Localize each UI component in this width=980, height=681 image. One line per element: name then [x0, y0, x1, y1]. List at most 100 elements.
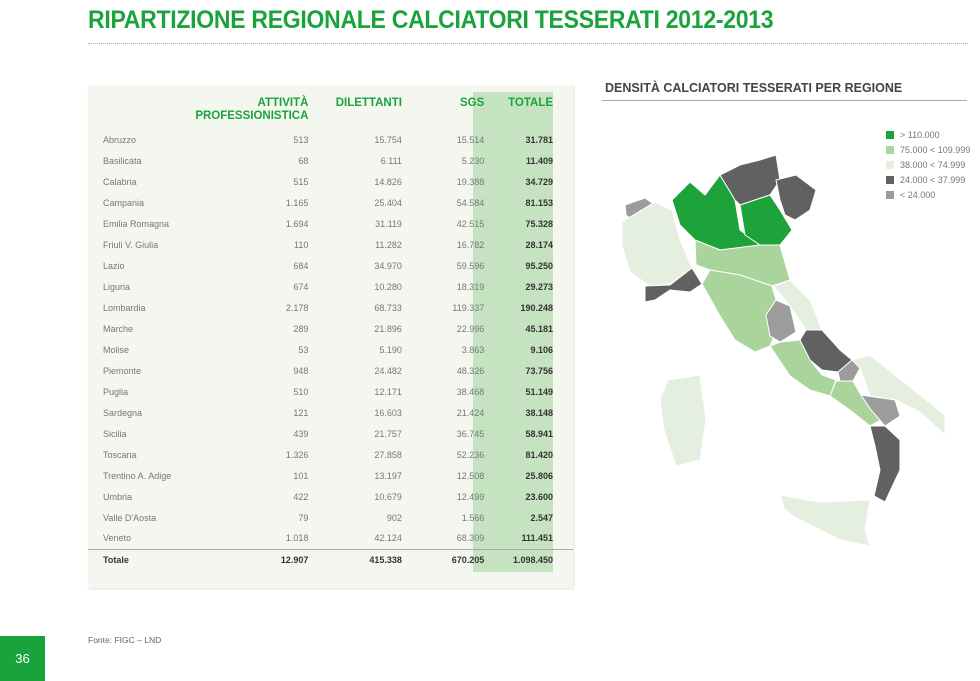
table-row: Trentino A. Adige 101 13.197 12.508 25.806 [88, 465, 573, 486]
region-name: Toscana [103, 449, 137, 460]
cell-value: 51.149 [525, 386, 553, 397]
legend-item: 24.000 < 37.999 [886, 172, 970, 187]
region-name: Friuli V. Giulia [103, 239, 159, 250]
cell-value: 38.148 [525, 407, 553, 418]
region-umbria [765, 299, 797, 343]
cell-value: 25.806 [525, 470, 553, 481]
region-name: Emilia Romagna [103, 218, 170, 229]
cell-value: 513 [293, 134, 309, 145]
region-name: Veneto [103, 533, 132, 544]
column-header: DILETTANTI [335, 97, 402, 109]
region-name: Molise [103, 344, 130, 355]
legend-swatch [886, 175, 894, 184]
legend-swatch [886, 160, 894, 169]
table-row: Liguria 674 10.280 18.319 29.273 [88, 276, 573, 297]
column-header: SGS [459, 97, 485, 109]
cell-value: 11.282 [375, 239, 402, 250]
legend-item: 38.000 < 74.999 [886, 157, 970, 172]
region-name: Trentino A. Adige [103, 470, 172, 481]
table-row: Sicilia 439 21.757 36.745 58.941 [88, 423, 573, 444]
cell-value: 11.409 [525, 155, 553, 166]
cell-value: 31.781 [525, 134, 553, 145]
cell-value: 19.388 [456, 176, 485, 187]
cell-value: 2.178 [285, 302, 309, 313]
region-basilicata [859, 394, 901, 427]
cell-value: 21.896 [374, 323, 402, 334]
table-row: Abruzzo 513 15.754 15.514 31.781 [88, 129, 573, 150]
cell-value: 81.153 [525, 197, 553, 208]
cell-value: 948 [293, 365, 309, 376]
cell-value: 59.596 [456, 260, 485, 271]
cell-value: 119.337 [452, 302, 485, 313]
cell-value: 422 [293, 491, 309, 502]
region-puglia [851, 354, 946, 437]
region-name: Marche [103, 323, 134, 334]
cell-value: 34.970 [374, 260, 402, 271]
region-trentino [719, 154, 781, 206]
cell-value: 415.338 [308, 548, 402, 571]
region-friuli [775, 174, 817, 221]
table-row: Emilia Romagna 1.694 31.119 42.515 75.328 [88, 213, 573, 234]
map-title: DENSITÀ CALCIATORI TESSERATI PER REGIONE [605, 81, 903, 95]
table-row: Calabria 515 14.826 19.388 34.729 [88, 171, 573, 192]
table-row: Toscana 1.326 27.858 52.236 81.420 [88, 444, 573, 465]
cell-value: 15.514 [456, 134, 485, 145]
region-name: Calabria [103, 176, 137, 187]
cell-value: 95.250 [525, 260, 553, 271]
cell-value: 24.482 [374, 365, 402, 376]
legend-swatch [886, 190, 894, 199]
cell-value: 14.826 [374, 176, 402, 187]
cell-value: 15.754 [374, 134, 402, 145]
data-table-panel: ATTIVITÀ PROFESSIONISTICA DILETTANTI SGS TO… [88, 85, 573, 588]
cell-value: 674 [293, 281, 309, 292]
legend-swatch [886, 145, 894, 154]
cell-value: 1.098.450 [484, 548, 573, 571]
cell-value: 28.174 [525, 239, 553, 250]
cell-value: 38.468 [456, 386, 485, 397]
table-row: Sardegna 121 16.603 21.424 38.148 [88, 402, 573, 423]
cell-value: 13.197 [374, 470, 402, 481]
cell-value: 23.600 [525, 491, 553, 502]
cell-value: 68 [298, 155, 309, 166]
cell-value: 34.729 [525, 176, 553, 187]
table-row: Lombardia 2.178 68.733 119.337 190.248 [88, 297, 573, 318]
cell-value: 45.181 [525, 323, 553, 334]
cell-value: 68.733 [374, 302, 402, 313]
cell-value: 75.328 [525, 218, 553, 229]
cell-value: 81.420 [525, 449, 553, 460]
region-name: Puglia [103, 386, 129, 397]
legend-item: 75.000 < 109.999 [886, 142, 970, 157]
cell-value: 52.236 [456, 449, 485, 460]
cell-value: 25.404 [374, 197, 402, 208]
region-name: Abruzzo [103, 134, 137, 145]
table-row: Marche 289 21.896 22.996 45.181 [88, 318, 573, 339]
cell-value: 16.603 [374, 407, 402, 418]
region-lazio [769, 339, 837, 397]
cell-value: 10.679 [374, 491, 402, 502]
cell-value: 510 [293, 386, 309, 397]
cell-value: 18.319 [456, 281, 485, 292]
cell-value: 29.273 [525, 281, 553, 292]
source-note: Fonte: FIGC – LND [88, 635, 162, 645]
cell-value: 3.863 [461, 344, 485, 355]
cell-value: 670.205 [401, 548, 485, 571]
legend-label: > 110.000 [900, 129, 940, 140]
cell-value: 53 [298, 344, 309, 355]
cell-value: 79 [298, 512, 309, 523]
cell-value: 9.106 [530, 344, 553, 355]
cell-value: 42.124 [374, 533, 402, 544]
region-veneto [739, 194, 793, 246]
cell-value: 439 [293, 428, 309, 439]
cell-value: 21.757 [374, 428, 402, 439]
region-name: Sardegna [103, 407, 143, 418]
table-row: Campania 1.165 25.404 54.584 81.153 [88, 192, 573, 213]
legend-label: < 24.000 [900, 189, 936, 200]
cell-value: 5.190 [379, 344, 402, 355]
cell-value: 42.515 [456, 218, 485, 229]
region-name: Basilicata [103, 155, 142, 166]
region-calabria [869, 425, 901, 503]
cell-value: 684 [293, 260, 309, 271]
cell-value: 6.111 [380, 155, 402, 166]
region-molise [837, 359, 861, 382]
